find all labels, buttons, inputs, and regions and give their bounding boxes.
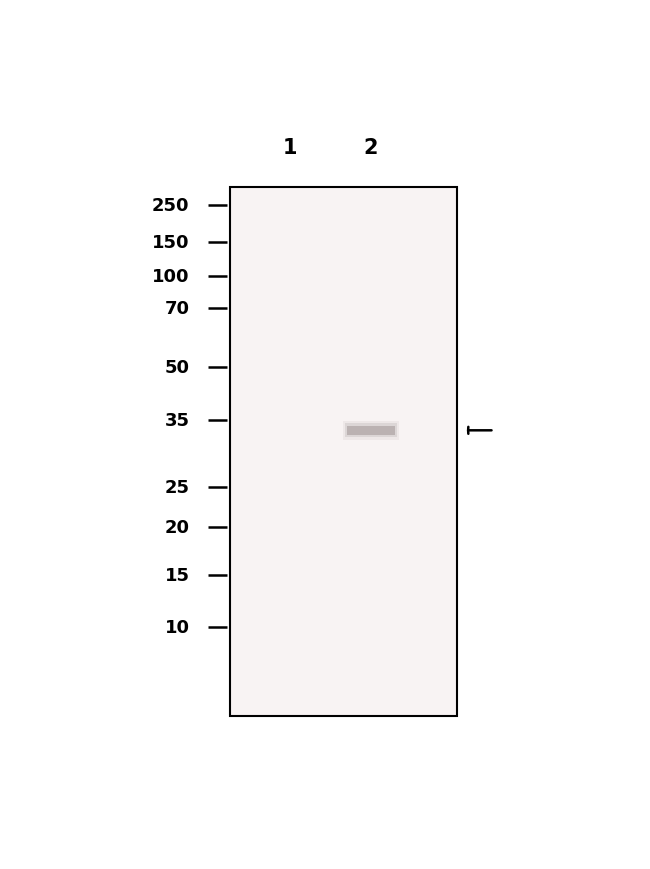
Text: 10: 10 — [164, 619, 190, 636]
Text: 2: 2 — [363, 138, 378, 158]
Bar — [343, 421, 399, 441]
Text: 35: 35 — [164, 412, 190, 430]
Text: 100: 100 — [152, 268, 190, 286]
Text: 15: 15 — [164, 567, 190, 584]
Bar — [345, 424, 397, 438]
Text: 25: 25 — [164, 478, 190, 496]
Text: 250: 250 — [152, 197, 190, 215]
Bar — [347, 427, 395, 435]
Text: 1: 1 — [283, 138, 298, 158]
Text: 150: 150 — [152, 234, 190, 252]
Bar — [230, 188, 456, 717]
Text: 20: 20 — [164, 518, 190, 536]
Text: 70: 70 — [164, 300, 190, 317]
Text: 50: 50 — [164, 358, 190, 376]
